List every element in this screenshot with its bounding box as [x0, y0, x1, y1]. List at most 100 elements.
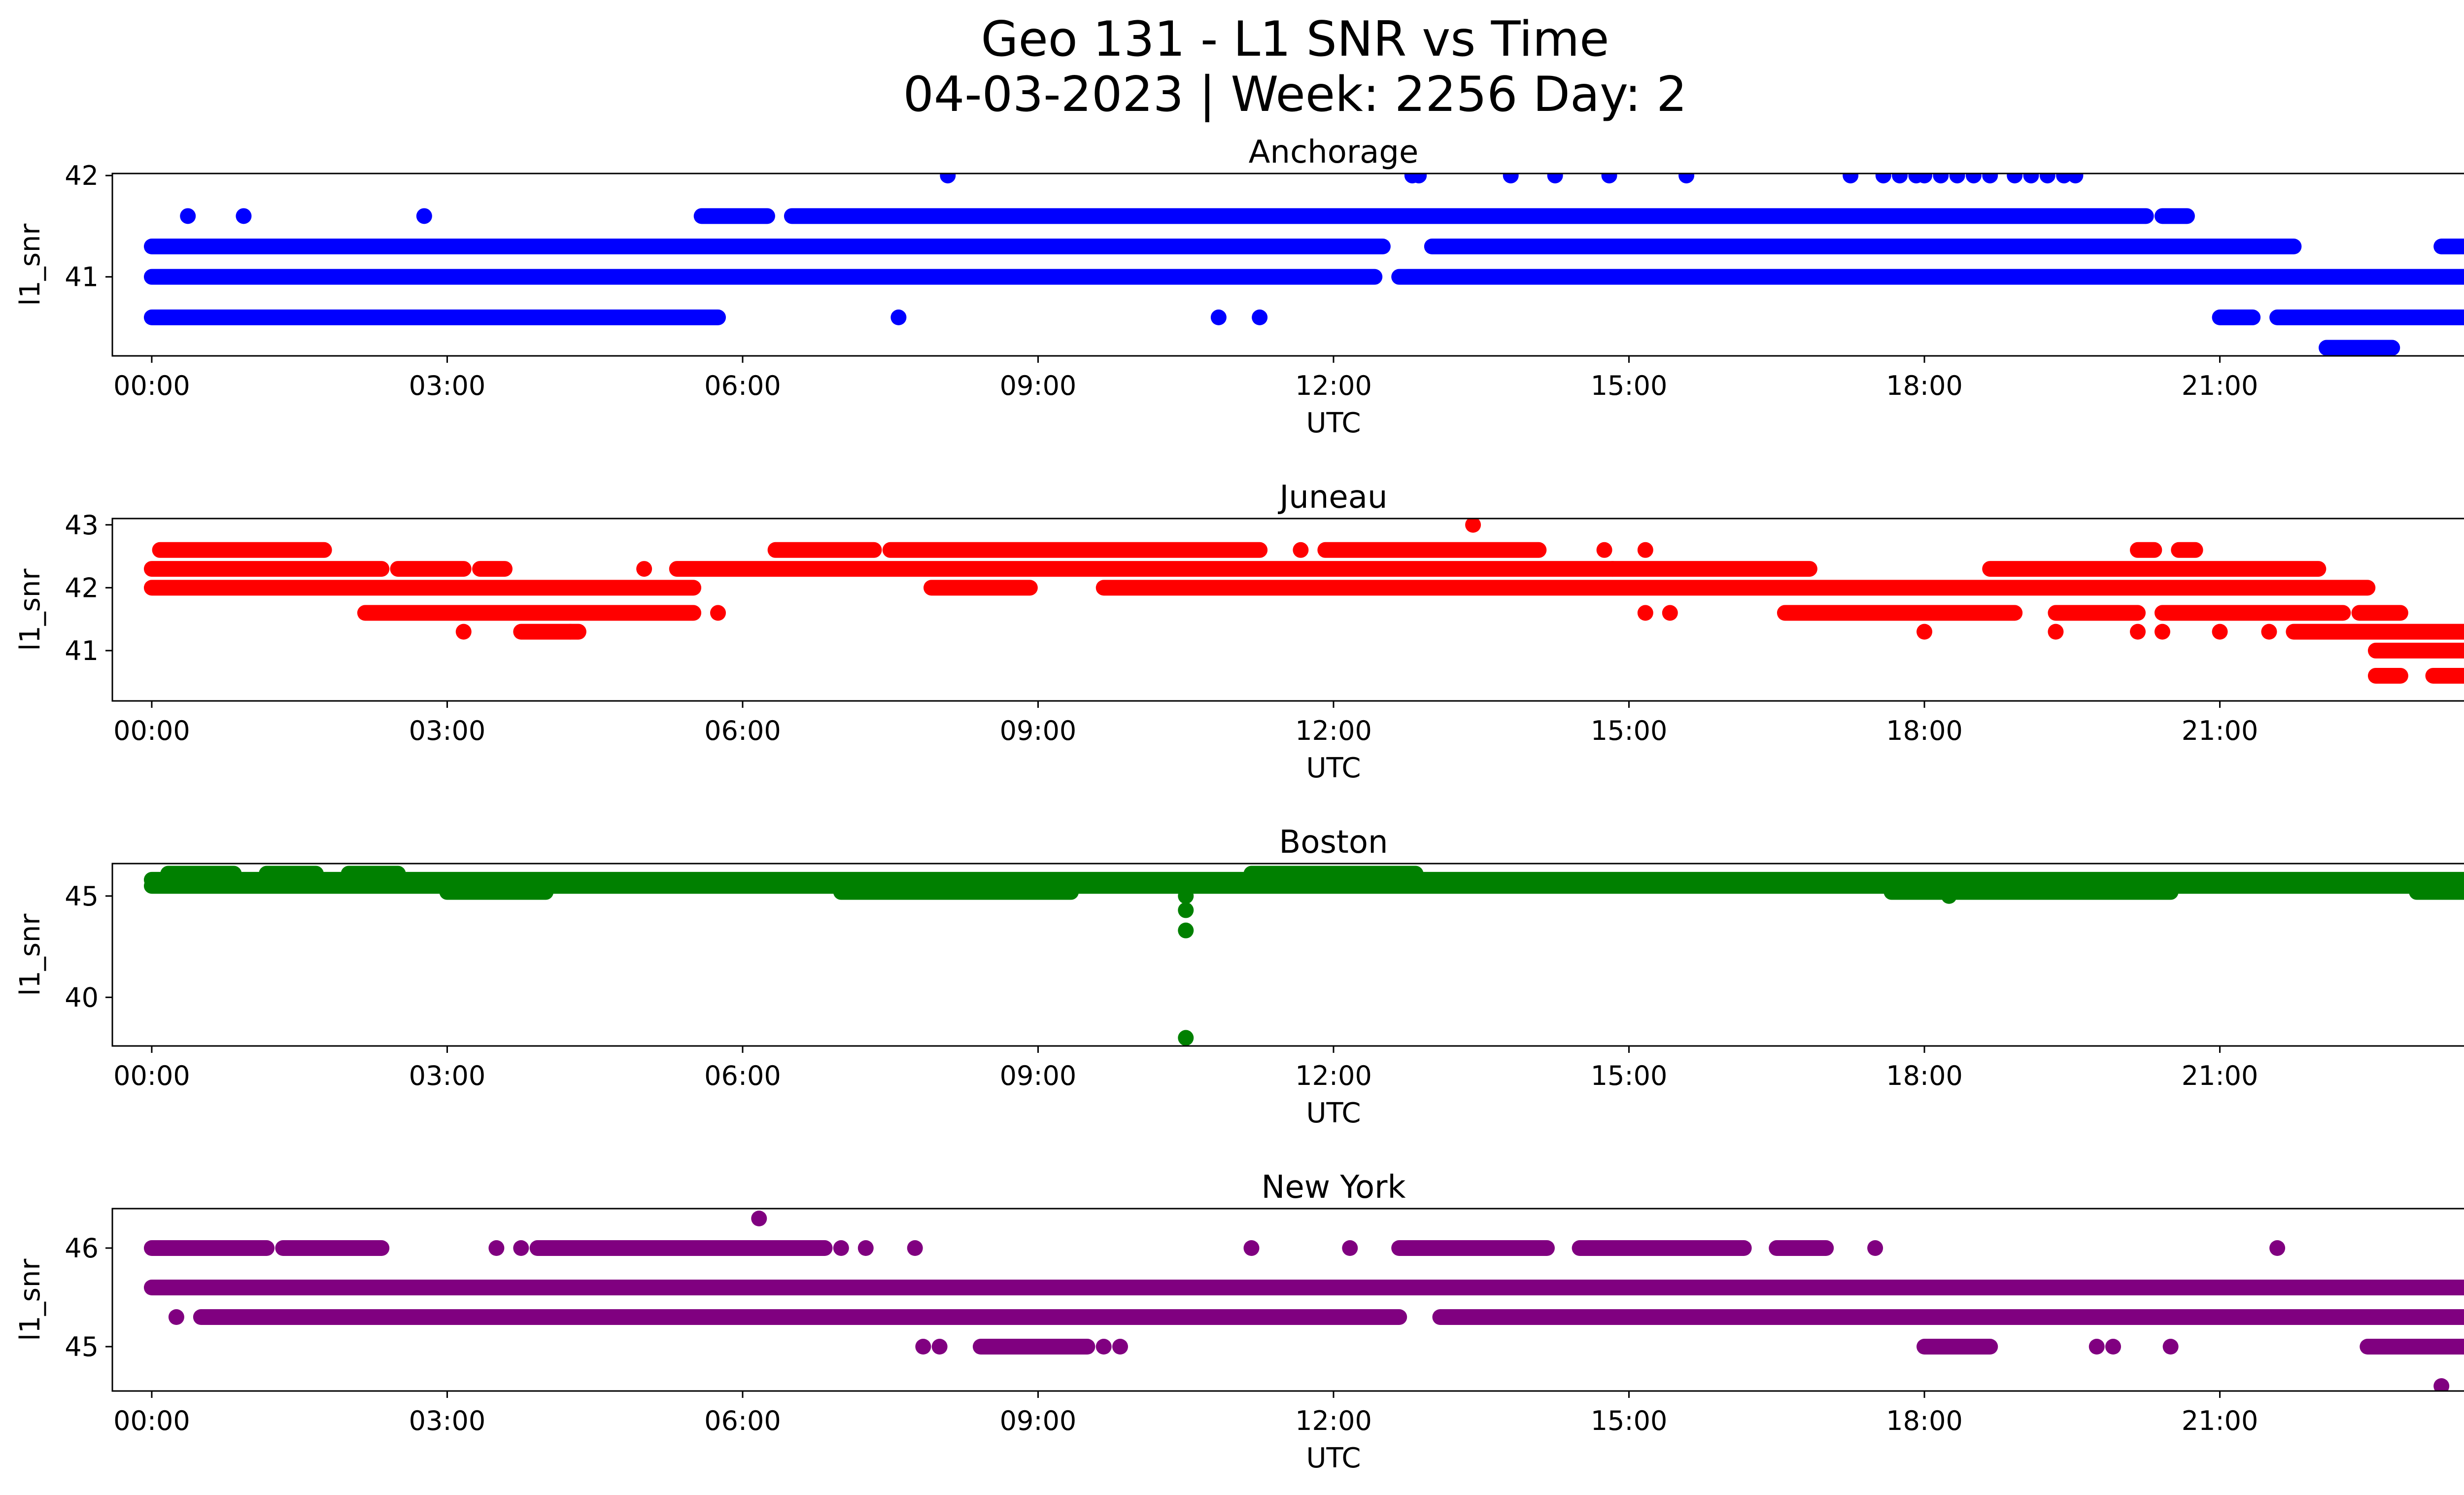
- x-tick-label: 00:00: [113, 715, 190, 746]
- x-tick-label: 12:00: [1295, 370, 1372, 401]
- x-tick-label: 09:00: [1000, 370, 1077, 401]
- x-tick-label: 15:00: [1591, 1405, 1668, 1436]
- scatter-point: [513, 1240, 529, 1256]
- x-tick-label: 15:00: [1591, 715, 1668, 746]
- scatter-point: [1875, 174, 1891, 184]
- y-tick-label: 40: [65, 982, 99, 1013]
- subplot-title: Anchorage: [1249, 134, 1419, 171]
- scatter-point: [416, 208, 432, 224]
- data-marks: [143, 519, 2464, 684]
- axes-frame: [111, 173, 2464, 357]
- x-axis-label: UTC: [1306, 1442, 1361, 1474]
- x-tick-label: 06:00: [704, 1405, 781, 1436]
- scatter-point: [1547, 174, 1563, 184]
- x-tick-label: 09:00: [1000, 715, 1077, 746]
- scatter-point: [1892, 174, 1908, 184]
- x-tick-label: 03:00: [409, 370, 486, 401]
- data-marks: [143, 174, 2464, 356]
- axes-frame: [111, 1208, 2464, 1392]
- scatter-point: [236, 208, 252, 224]
- scatter-point: [1411, 174, 1427, 184]
- y-axis-label: l1_snr: [14, 568, 46, 651]
- x-tick-label: 03:00: [409, 715, 486, 746]
- scatter-point: [931, 1339, 948, 1355]
- x-tick-label: 21:00: [2182, 370, 2259, 401]
- scatter-point: [2067, 174, 2084, 184]
- scatter-point: [2105, 1339, 2122, 1355]
- scatter-point: [1178, 1030, 1194, 1046]
- y-tick-label: 45: [65, 881, 99, 912]
- scatter-point: [1210, 309, 1227, 325]
- scatter-point: [2269, 1240, 2286, 1256]
- x-tick-label: 15:00: [1591, 1060, 1668, 1091]
- y-tick-label: 45: [65, 1331, 99, 1362]
- y-axis-label: l1_snr: [14, 913, 46, 996]
- scatter-point: [1178, 922, 1194, 939]
- scatter-point: [1637, 542, 1653, 558]
- scatter-point: [940, 174, 956, 184]
- figure-title-line2: 04-03-2023 | Week: 2256 Day: 2: [903, 67, 1687, 123]
- scatter-point: [907, 1240, 923, 1256]
- x-tick-label: 03:00: [409, 1405, 486, 1436]
- x-tick-label: 00:00: [113, 370, 190, 401]
- figure-title-line1: Geo 131 - L1 SNR vs Time: [981, 11, 1609, 68]
- x-tick-label: 09:00: [1000, 1405, 1077, 1436]
- scatter-point: [1503, 174, 1519, 184]
- scatter-point: [2154, 624, 2170, 640]
- scatter-point: [562, 624, 579, 640]
- scatter-point: [1933, 174, 1949, 184]
- subplot-title: New York: [1261, 1169, 1405, 1206]
- x-tick-label: 21:00: [2182, 1060, 2259, 1091]
- panel-anchorage: Anchorage 41 42 00:00 03:00 06:00 09:00 12:00 15…: [14, 134, 2464, 439]
- scatter-point: [1637, 605, 1653, 621]
- scatter-point: [2433, 1378, 2450, 1391]
- x-tick-label: 21:00: [2182, 1405, 2259, 1436]
- x-tick-label: 00:00: [113, 1060, 190, 1091]
- x-axis-label: UTC: [1306, 407, 1361, 439]
- scatter-point: [1293, 542, 1309, 558]
- scatter-point: [1243, 1240, 1260, 1256]
- x-tick-label: 18:00: [1886, 715, 1963, 746]
- panel-juneau: Juneau 41 42 43 00:00 03:00 06:00 09:00 12:00 15:…: [14, 479, 2464, 784]
- scatter-point: [1601, 174, 1617, 184]
- scatter-point: [2162, 1339, 2179, 1355]
- scatter-point: [1662, 605, 1678, 621]
- scatter-point: [2441, 1280, 2458, 1295]
- x-tick-label: 00:00: [113, 1405, 190, 1436]
- scatter-point: [710, 605, 726, 621]
- scatter-point: [915, 1339, 931, 1355]
- scatter-point: [1342, 1240, 1358, 1256]
- x-axis-label: UTC: [1306, 752, 1361, 784]
- scatter-point: [1941, 888, 1957, 904]
- scatter-point: [1252, 309, 1268, 325]
- x-tick-label: 12:00: [1295, 1405, 1372, 1436]
- y-tick-label: 41: [65, 635, 99, 666]
- y-axis-label: l1_snr: [14, 223, 46, 306]
- y-tick-label: 43: [65, 510, 99, 541]
- y-tick-label: 41: [65, 262, 99, 293]
- scatter-point: [857, 1240, 874, 1256]
- scatter-point: [751, 1211, 767, 1226]
- scatter-point: [2130, 624, 2146, 640]
- scatter-point: [2088, 1339, 2105, 1355]
- scatter-point: [168, 1309, 184, 1325]
- x-tick-label: 03:00: [409, 1060, 486, 1091]
- x-tick-label: 21:00: [2182, 715, 2259, 746]
- x-tick-label: 09:00: [1000, 1060, 1077, 1091]
- panel-new-york: New York 45 46 00:00 03:00 06:00 09:00 12:00 15:…: [14, 1169, 2464, 1474]
- x-tick-label: 06:00: [704, 1060, 781, 1091]
- scatter-point: [2261, 624, 2277, 640]
- scatter-point: [1178, 902, 1194, 918]
- subplot-title: Boston: [1279, 824, 1388, 861]
- scatter-point: [1982, 174, 1998, 184]
- scatter-point: [1095, 1339, 1112, 1355]
- scatter-point: [1916, 174, 1933, 184]
- scatter-point: [2212, 624, 2228, 640]
- scatter-point: [833, 1240, 849, 1256]
- y-tick-label: 42: [65, 572, 99, 603]
- scatter-point: [455, 624, 472, 640]
- x-axis-label: UTC: [1306, 1097, 1361, 1129]
- x-tick-label: 06:00: [704, 715, 781, 746]
- scatter-point: [1793, 1240, 1810, 1256]
